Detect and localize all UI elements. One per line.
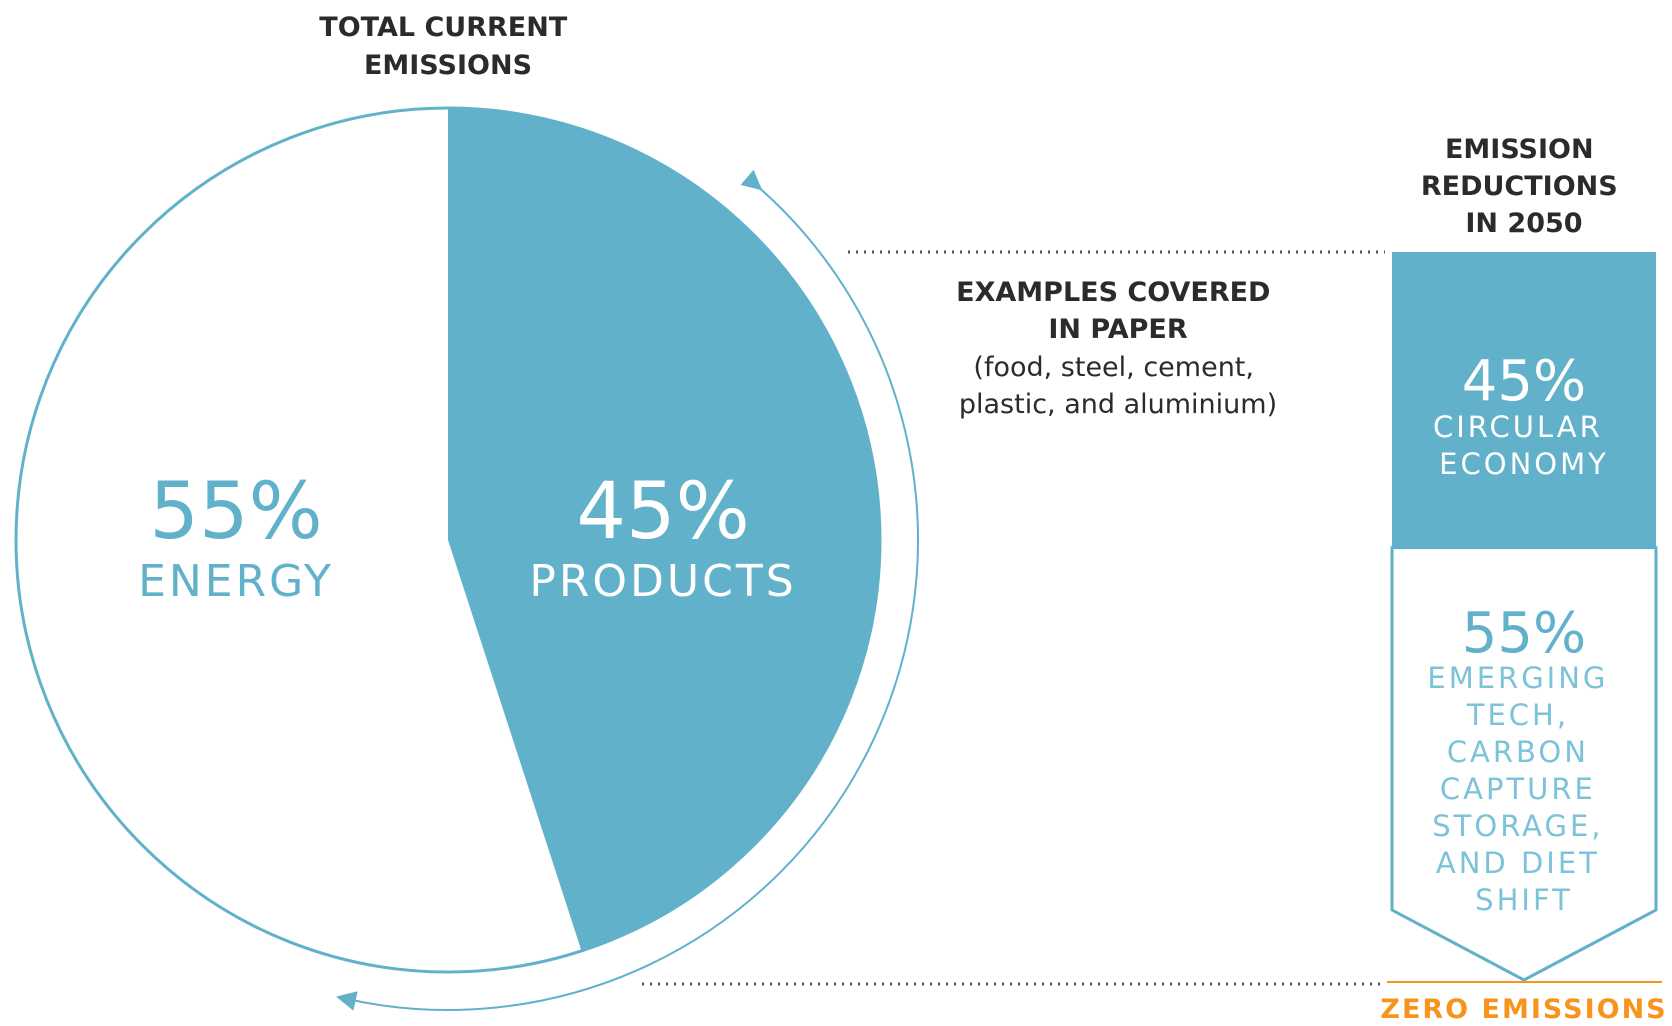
pie-label-energy: ENERGY <box>138 556 334 607</box>
bar-title: EMISSION REDUCTIONS IN 2050 <box>1421 134 1627 239</box>
bar-segment-emerging-label-line-7: SHIFT <box>1475 883 1573 917</box>
bar-segment-circular-economy <box>1392 252 1656 548</box>
zero-emissions-label: ZERO EMISSIONS <box>1380 994 1667 1025</box>
annotation-detail-line-2: plastic, and aluminium) <box>959 389 1277 420</box>
pie-label-energy-value: 55% <box>149 467 322 557</box>
pie-label-products-value: 45% <box>576 467 749 557</box>
pie-title-line-1: TOTAL CURRENT <box>319 12 568 43</box>
annotation-title-line-1: EXAMPLES COVERED <box>956 277 1270 308</box>
annotation-detail-line-1: (food, steel, cement, <box>973 352 1254 383</box>
bar-title-line-3: IN 2050 <box>1465 208 1582 239</box>
curved-bracket-arrow <box>336 169 919 1011</box>
bar-segment-circular-value: 45% <box>1462 349 1586 414</box>
bar-segment-circular-label-line-2: ECONOMY <box>1439 447 1609 481</box>
annotation-title: EXAMPLES COVERED IN PAPER <box>956 277 1280 345</box>
pie-title: TOTAL CURRENT EMISSIONS <box>319 12 576 81</box>
bar-segment-circular-label: CIRCULAR ECONOMY <box>1433 410 1615 481</box>
bar-segment-emerging-label: EMERGING TECH, CARBON CAPTURE STORAGE, A… <box>1427 661 1620 917</box>
bar-segment-circular-label-line-1: CIRCULAR <box>1433 410 1603 444</box>
pie-title-line-2: EMISSIONS <box>364 50 532 81</box>
pie-label-products: PRODUCTS <box>529 556 796 607</box>
bar-title-line-2: REDUCTIONS <box>1421 171 1618 202</box>
annotation-detail: (food, steel, cement, plastic, and alumi… <box>959 352 1277 420</box>
bar-segment-emerging-label-line-4: CAPTURE <box>1440 772 1596 806</box>
bar-segment-emerging-value: 55% <box>1462 601 1586 666</box>
bar-segment-emerging-label-line-6: AND DIET <box>1436 846 1600 880</box>
bar-segment-emerging-label-line-3: CARBON <box>1447 735 1589 769</box>
annotation-title-line-2: IN PAPER <box>1048 314 1187 345</box>
pie-chart <box>14 106 882 974</box>
bar-segment-emerging-label-line-2: TECH, <box>1466 698 1569 732</box>
bar-segment-emerging-tech <box>1390 546 1658 982</box>
bar-segment-emerging-label-line-5: STORAGE, <box>1432 809 1603 843</box>
bar-segment-emerging-label-line-1: EMERGING <box>1427 661 1608 695</box>
bar-title-line-1: EMISSION <box>1445 134 1594 165</box>
